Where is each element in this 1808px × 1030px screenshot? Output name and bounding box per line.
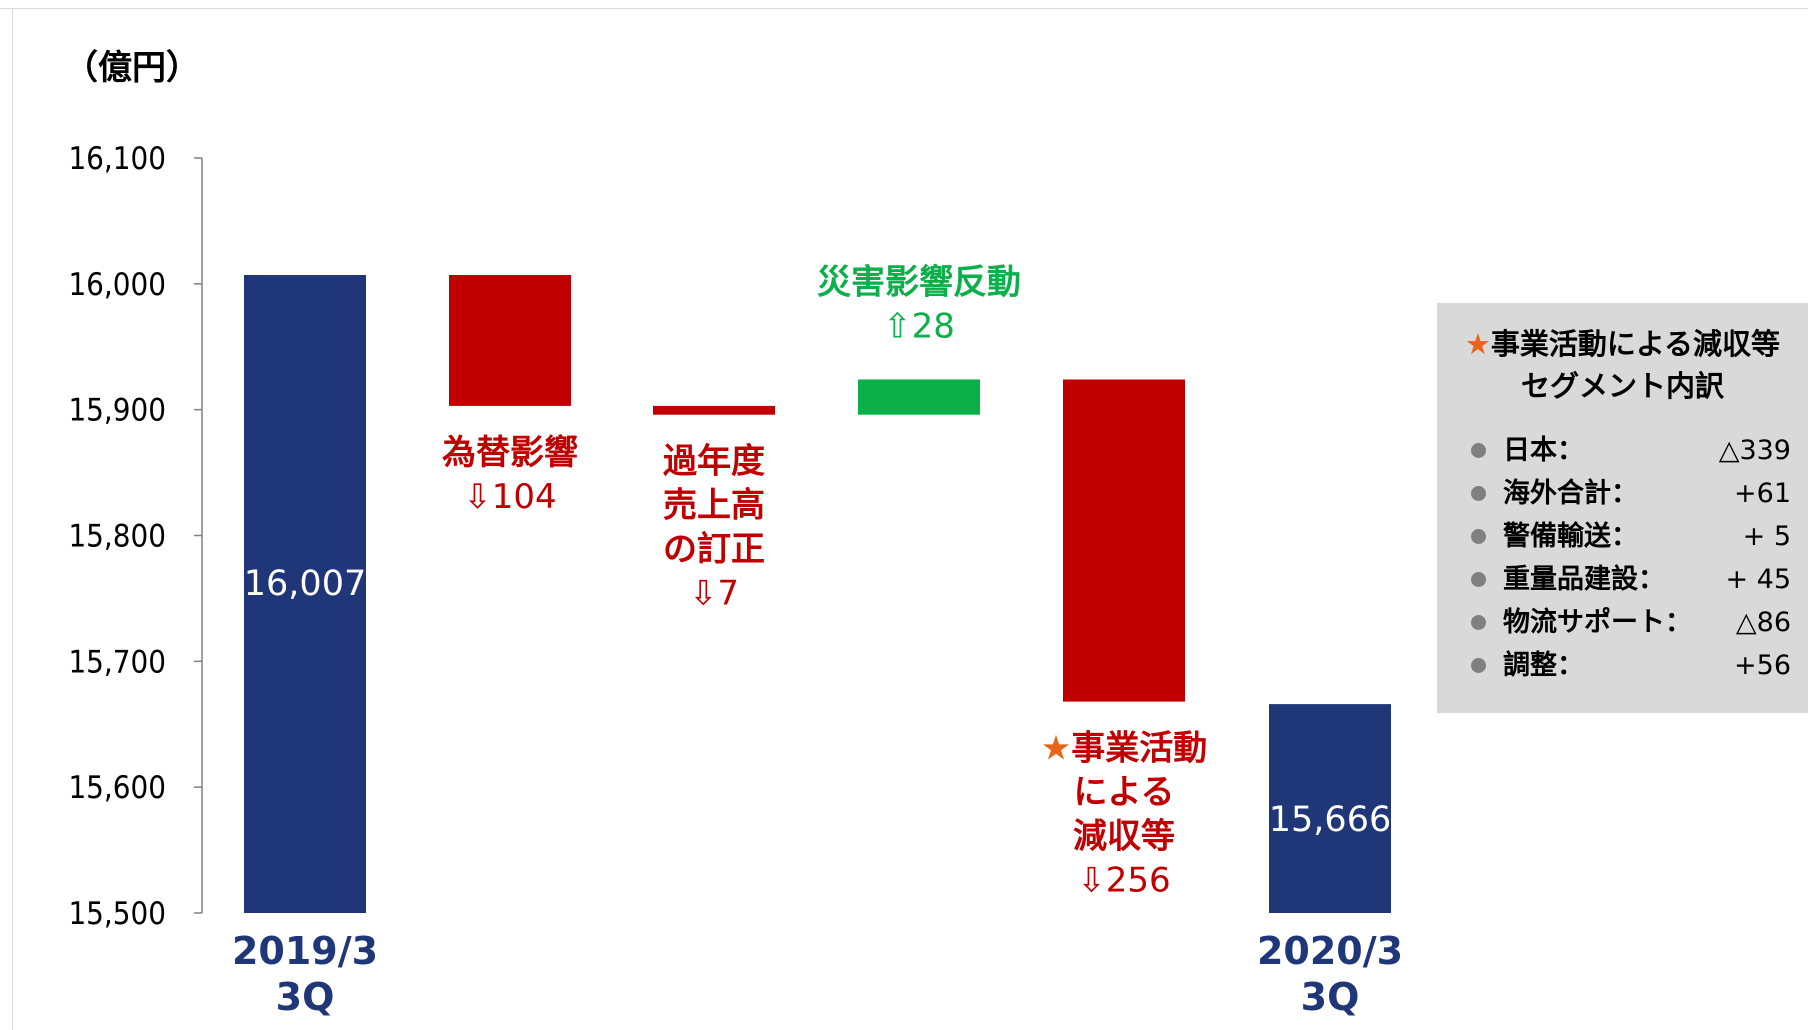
bar-annotation-label: 売上高 — [663, 486, 765, 526]
segment-breakdown-title: ★事業活動による減収等 セグメント内訳 — [1437, 323, 1808, 407]
segment-breakdown-box: ★事業活動による減収等 セグメント内訳 日本： △339 海外合計： +61 警… — [1437, 303, 1808, 713]
breakdown-item-value: △86 — [1735, 607, 1791, 638]
waterfall-bar — [1063, 379, 1185, 702]
y-tick-label: 15,700 — [68, 644, 166, 680]
bullet-icon — [1471, 529, 1486, 544]
breakdown-item-name: 日本： — [1503, 435, 1584, 466]
waterfall-bar — [449, 275, 571, 406]
waterfall-bar — [858, 379, 980, 415]
bar-annotation-label: による — [1074, 773, 1175, 813]
bullet-icon — [1471, 658, 1486, 673]
bar-annotation-label: の訂正 — [663, 530, 765, 570]
x-category-label: 2020/3 — [1257, 929, 1403, 973]
waterfall-bar — [1269, 704, 1391, 913]
y-tick-label: 15,600 — [68, 770, 166, 806]
breakdown-item-security-transport: 警備輸送： + 5 — [1471, 515, 1791, 558]
y-tick-label: 15,500 — [68, 896, 166, 932]
bar-delta-value: ⇩104 — [463, 477, 556, 517]
bar-value-label: 16,007 — [244, 564, 366, 604]
bar-annotation-label: 災害影響反動 — [817, 262, 1021, 302]
annotation-text: 事業活動 — [1071, 729, 1207, 769]
waterfall-bar — [653, 405, 775, 415]
bar-delta-value: ⇩7 — [689, 574, 739, 614]
y-tick-label: 16,100 — [68, 141, 166, 177]
breakdown-item-value: +61 — [1734, 478, 1791, 509]
y-tick-label: 16,000 — [68, 267, 166, 303]
frame-left-border — [12, 8, 13, 1030]
y-tick-label: 15,800 — [68, 519, 166, 555]
bar-delta-value: ⇧28 — [883, 306, 955, 346]
breakdown-title-text: 事業活動による減収等 — [1490, 327, 1781, 361]
star-icon: ★ — [1041, 729, 1071, 769]
breakdown-item-name: 海外合計： — [1503, 478, 1638, 509]
bar-annotation-label: 為替影響 — [442, 433, 578, 473]
frame-top-border — [0, 8, 1808, 9]
breakdown-item-name: 物流サポート： — [1503, 607, 1692, 638]
x-category-label: 3Q — [276, 975, 335, 1019]
star-icon: ★ — [1464, 327, 1491, 361]
y-axis-unit-label: （億円） — [64, 48, 200, 88]
bullet-icon — [1471, 486, 1486, 501]
segment-breakdown-list: 日本： △339 海外合計： +61 警備輸送： + 5 重量品建設： + 45… — [1471, 429, 1791, 687]
breakdown-item-heavy-construction: 重量品建設： + 45 — [1471, 558, 1791, 601]
breakdown-item-adjustment: 調整： +56 — [1471, 644, 1791, 687]
bar-delta-value: ⇩256 — [1077, 861, 1170, 901]
breakdown-item-name: 調整： — [1503, 650, 1584, 681]
x-category-label: 2019/3 — [232, 929, 378, 973]
breakdown-item-name: 警備輸送： — [1503, 521, 1638, 552]
breakdown-subtitle: セグメント内訳 — [1520, 369, 1724, 403]
y-tick-label: 15,900 — [68, 393, 166, 429]
waterfall-bar — [244, 275, 366, 913]
breakdown-item-value: +56 — [1734, 650, 1791, 681]
breakdown-item-value: + 5 — [1742, 521, 1791, 552]
x-category-label: 3Q — [1301, 975, 1360, 1019]
bar-annotation-label: 過年度 — [663, 442, 765, 482]
breakdown-item-overseas: 海外合計： +61 — [1471, 472, 1791, 515]
bar-annotation-label: 減収等 — [1073, 817, 1175, 857]
breakdown-item-logistics-support: 物流サポート： △86 — [1471, 601, 1791, 644]
breakdown-item-name: 重量品建設： — [1503, 564, 1665, 595]
bullet-icon — [1471, 572, 1486, 587]
bullet-icon — [1471, 443, 1486, 458]
bar-value-label: 15,666 — [1269, 800, 1391, 840]
breakdown-item-value: △339 — [1718, 435, 1791, 466]
bar-annotation-label: ★事業活動 — [1041, 729, 1207, 769]
bullet-icon — [1471, 615, 1486, 630]
breakdown-item-japan: 日本： △339 — [1471, 429, 1791, 472]
breakdown-item-value: + 45 — [1725, 564, 1791, 595]
